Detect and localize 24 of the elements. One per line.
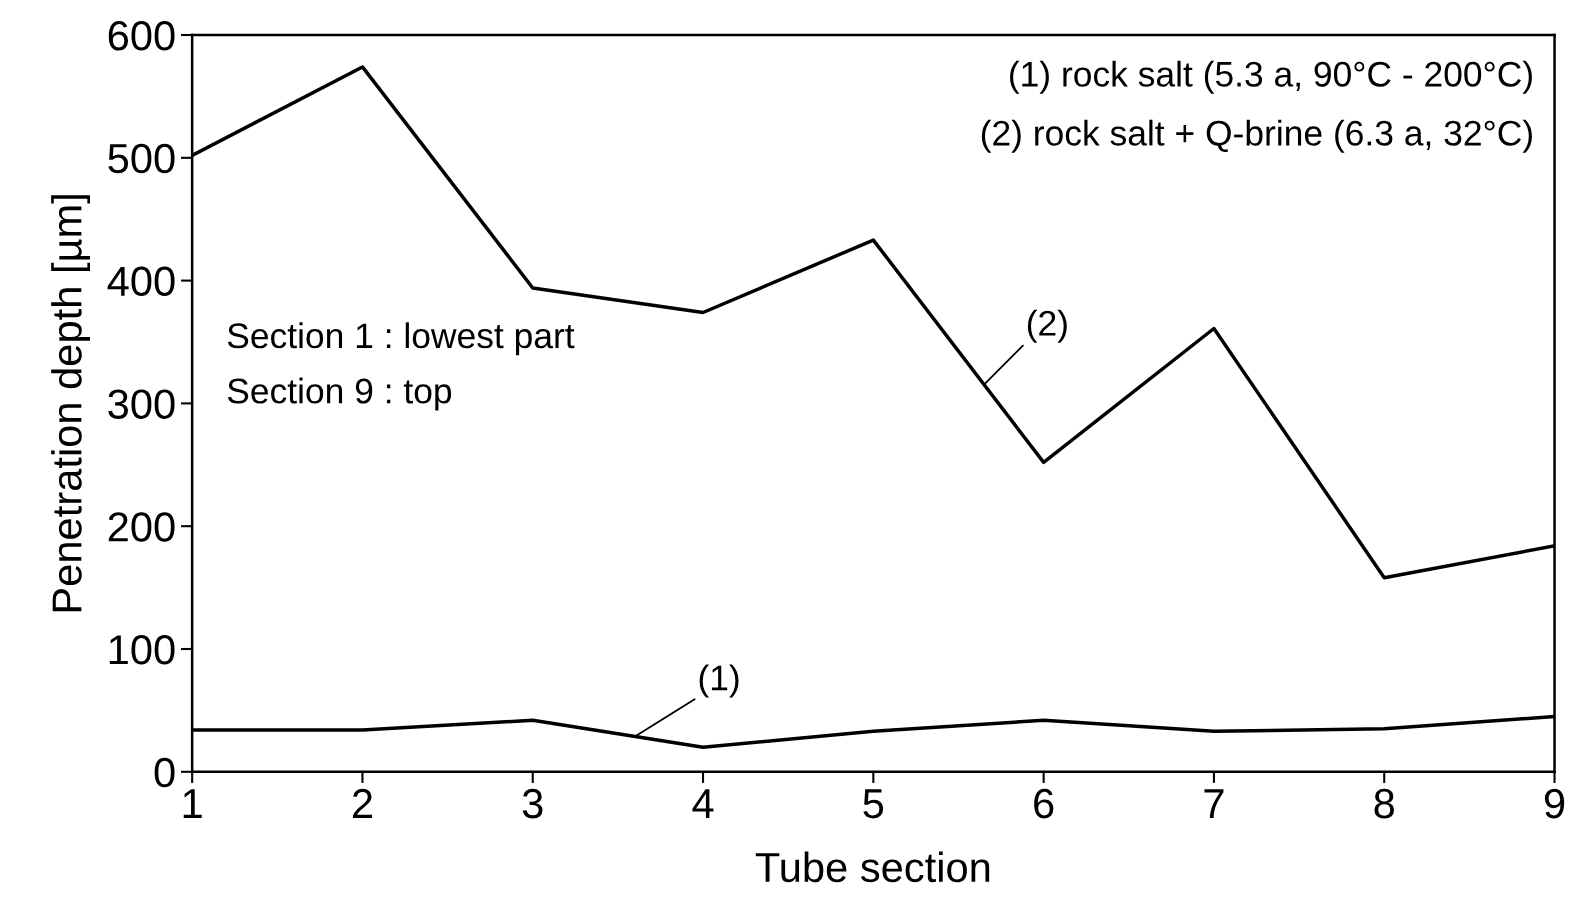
x-tick-label: 1 xyxy=(183,789,202,818)
x-tick-label: 6 xyxy=(1034,788,1054,819)
series-label: (2) xyxy=(1027,309,1067,343)
annotation: Section 1 : lowest part xyxy=(227,322,575,356)
x-axis-title: Tube section xyxy=(755,851,990,883)
y-axis-title: Penetration depth [µm] xyxy=(51,195,90,612)
y-tick-label: 200 xyxy=(108,512,175,542)
y-tick-label: 600 xyxy=(108,21,175,51)
x-tick-label: 5 xyxy=(863,789,884,819)
y-tick-label: 400 xyxy=(107,266,175,297)
y-tick-label: 0 xyxy=(154,757,175,788)
x-tick-label: 3 xyxy=(522,788,543,819)
x-tick-label: 4 xyxy=(692,789,714,818)
annotation: Section 9 : top xyxy=(227,377,452,411)
annotation: (2) rock salt + Q-brine (6.3 a, 32°C) xyxy=(981,119,1532,153)
y-tick-label: 500 xyxy=(108,143,175,174)
x-tick-label: 8 xyxy=(1374,788,1394,819)
y-tick-label: 300 xyxy=(108,389,175,419)
x-tick-label: 9 xyxy=(1544,788,1565,819)
x-tick-label: 7 xyxy=(1204,789,1224,818)
annotation: (1) rock salt (5.3 a, 90°C - 200°C) xyxy=(1010,60,1532,94)
x-tick-label: 2 xyxy=(352,788,372,818)
series-label: (1) xyxy=(699,664,739,698)
y-tick-label: 100 xyxy=(109,635,175,665)
